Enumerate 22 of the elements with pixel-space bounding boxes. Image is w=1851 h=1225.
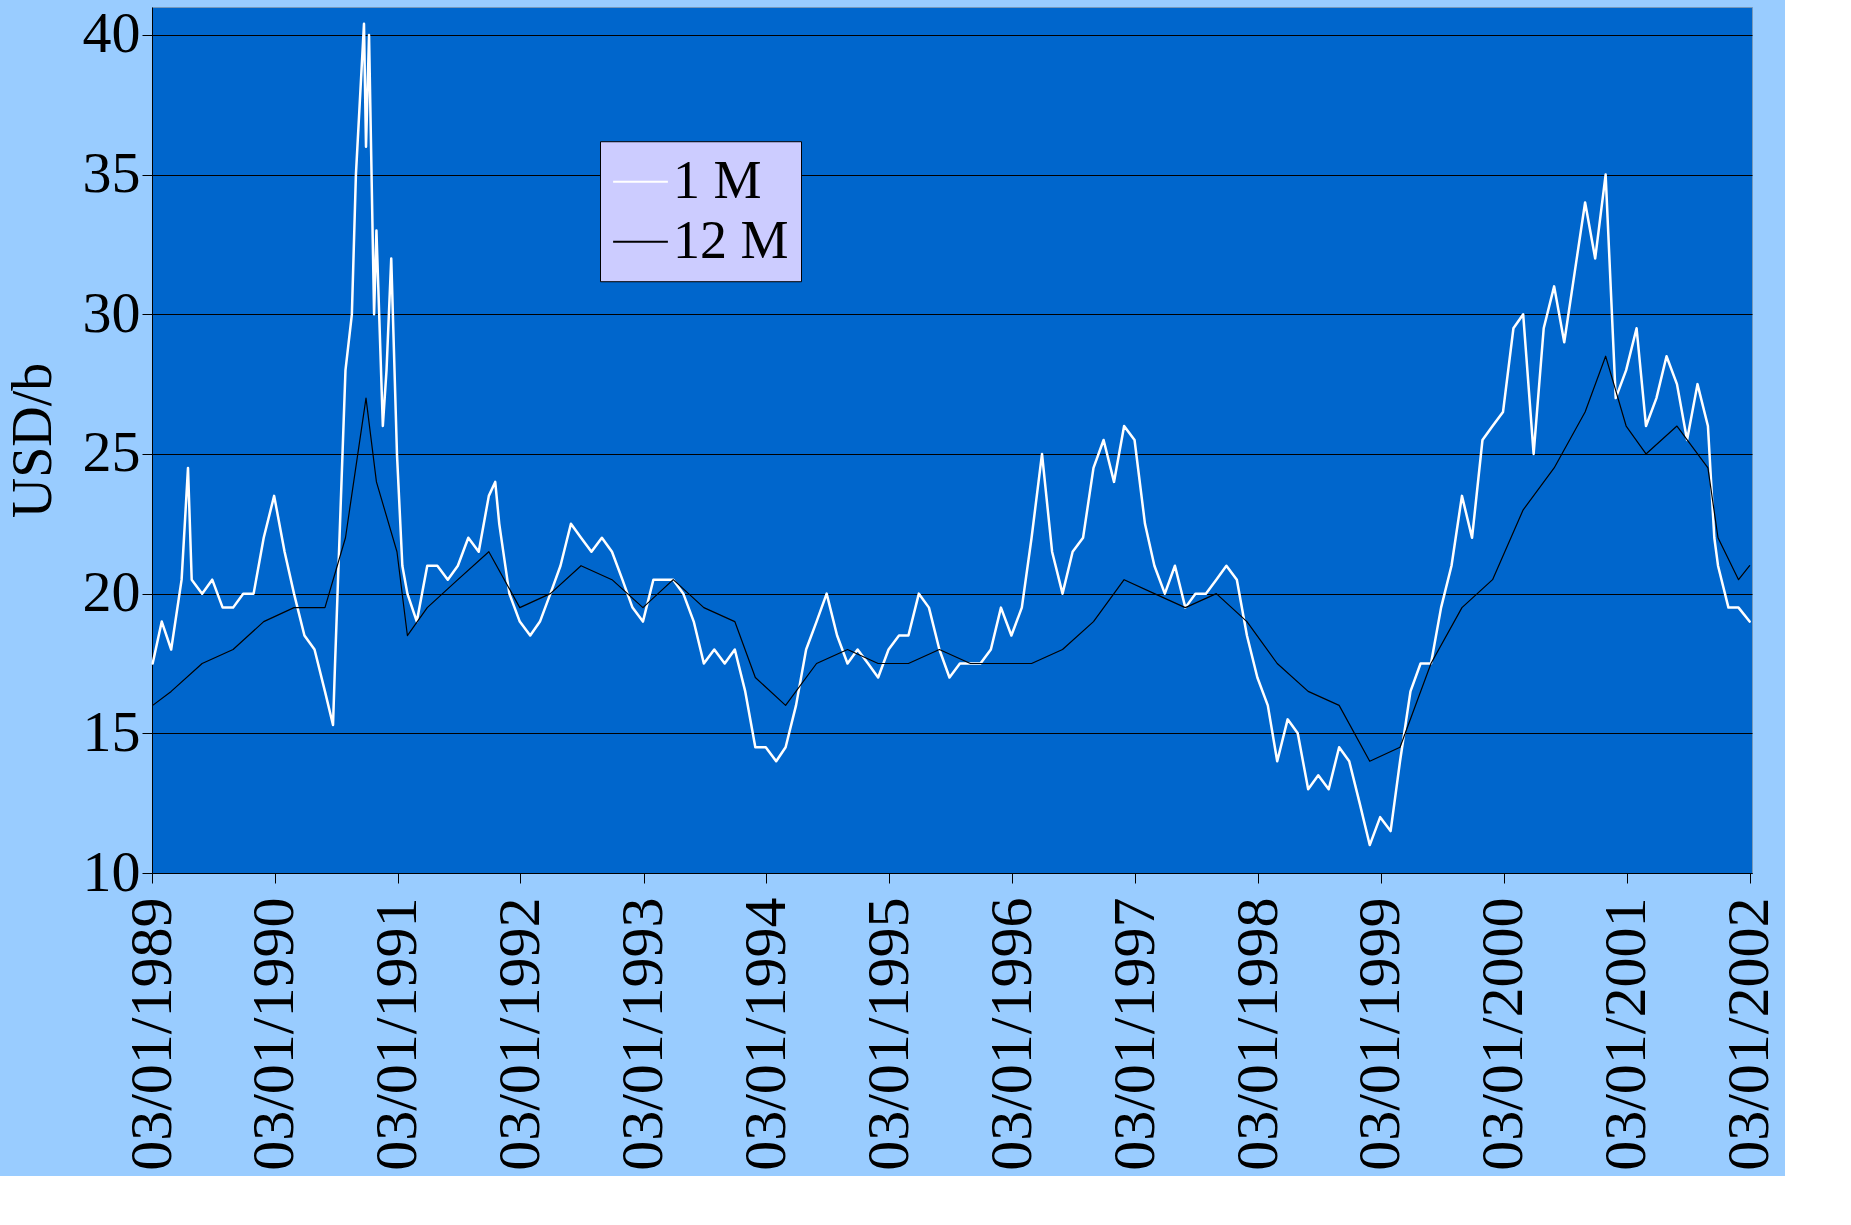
x-tick-label: 03/01/2001 xyxy=(1592,897,1659,1171)
x-tick-label: 03/01/1999 xyxy=(1346,897,1413,1171)
x-tick-label: 03/01/1997 xyxy=(1100,897,1167,1171)
x-tick-label: 03/01/1994 xyxy=(731,897,798,1171)
y-tick-label: 35 xyxy=(82,140,141,206)
y-tick-label: 20 xyxy=(82,559,141,625)
y-tick-label: 25 xyxy=(82,419,141,485)
x-tick-label: 03/01/1992 xyxy=(485,897,552,1171)
x-tick-label: 03/01/1990 xyxy=(240,897,307,1171)
x-tick-label: 03/01/2002 xyxy=(1715,897,1782,1171)
legend-label: 12 M xyxy=(673,209,789,270)
x-tick-label: 03/01/1993 xyxy=(609,897,676,1171)
legend-label: 1 M xyxy=(673,149,762,210)
x-tick-label: 03/01/1995 xyxy=(854,897,921,1171)
y-tick-label: 30 xyxy=(82,279,141,345)
y-tick-label: 40 xyxy=(82,0,141,66)
x-tick-label: 03/01/1996 xyxy=(977,897,1044,1171)
x-tick-label: 03/01/1998 xyxy=(1223,897,1290,1171)
y-axis-title: USD/b xyxy=(0,362,63,519)
x-tick-label: 03/01/1991 xyxy=(363,897,430,1171)
y-tick-label: 15 xyxy=(82,698,141,764)
x-tick-label: 03/01/2000 xyxy=(1469,897,1536,1171)
